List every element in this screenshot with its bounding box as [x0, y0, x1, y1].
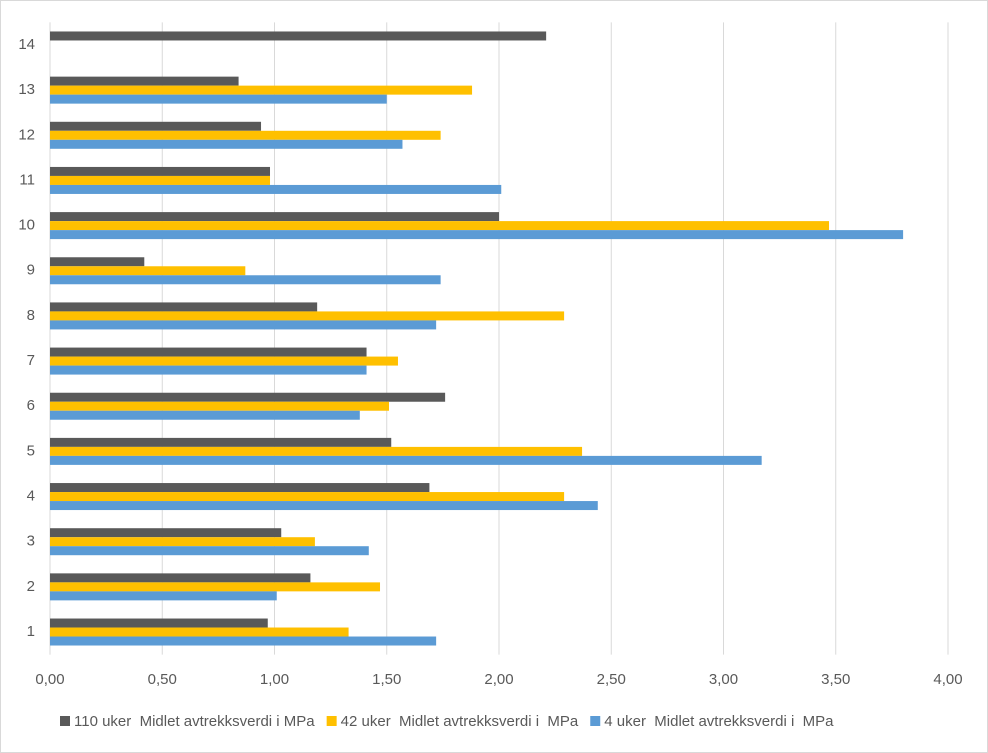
y-tick-label: 12: [18, 126, 35, 143]
bar: [50, 184, 502, 194]
x-tick-label: 2,50: [597, 671, 626, 688]
x-tick-label: 0,00: [35, 671, 64, 688]
y-tick-label: 10: [18, 217, 35, 234]
bar: [50, 582, 381, 592]
bar: [50, 492, 565, 502]
legend-swatch: [590, 716, 601, 726]
x-tick-label: 1,50: [372, 671, 401, 688]
legend-swatch: [60, 716, 70, 726]
bar: [50, 320, 437, 330]
bar: [50, 455, 762, 465]
bar: [50, 627, 349, 637]
bar: [50, 537, 315, 547]
y-tick-label: 8: [27, 307, 35, 324]
bar: [50, 437, 392, 447]
bar: [50, 130, 441, 140]
y-tick-label: 5: [27, 442, 35, 459]
y-tick-label: 7: [27, 352, 35, 369]
legend-label: 42 uker Midlet avtrekksverdi i MPa: [341, 713, 579, 730]
legend-label: 110 uker Midlet avtrekksverdi i MPa: [74, 713, 315, 730]
x-tick-label: 3,50: [821, 671, 850, 688]
bar: [50, 410, 360, 420]
bar: [50, 31, 547, 41]
bar: [50, 573, 311, 583]
y-tick-label: 14: [18, 36, 35, 53]
y-tick-label: 1: [27, 623, 35, 640]
bar: [50, 76, 239, 86]
bar: [50, 275, 441, 285]
y-tick-label: 9: [27, 262, 35, 279]
bar: [50, 221, 830, 231]
bar: [50, 501, 598, 511]
bar: [50, 257, 145, 267]
bar: [50, 618, 268, 628]
bar: [50, 166, 271, 176]
bar: [50, 230, 904, 240]
bar: [50, 591, 277, 601]
bar: [50, 483, 430, 493]
y-tick-label: 2: [27, 578, 35, 595]
y-tick-label: 13: [18, 81, 35, 98]
y-tick-label: 3: [27, 533, 35, 550]
bar: [50, 85, 473, 95]
bar: [50, 175, 271, 185]
y-tick-label: 4: [27, 488, 35, 505]
bar: [50, 347, 367, 357]
bar: [50, 311, 565, 321]
bar: [50, 356, 398, 366]
y-tick-label: 6: [27, 397, 35, 414]
bar: [50, 636, 437, 646]
x-tick-label: 4,00: [933, 671, 962, 688]
x-tick-label: 3,00: [709, 671, 738, 688]
x-tick-label: 2,00: [484, 671, 513, 688]
legend-swatch: [326, 716, 337, 726]
legend-label: 4 uker Midlet avtrekksverdi i MPa: [604, 713, 834, 730]
bar: [50, 139, 403, 149]
y-tick-label: 11: [19, 171, 35, 188]
bar: [50, 446, 583, 456]
x-tick-label: 1,00: [260, 671, 289, 688]
bar: [50, 302, 318, 312]
bar: [50, 121, 262, 131]
bar: [50, 546, 369, 556]
x-tick-label: 0,50: [148, 671, 177, 688]
bar: [50, 528, 282, 538]
bar: [50, 365, 367, 375]
bar: [50, 266, 246, 276]
bar: [50, 401, 389, 411]
bar: [50, 212, 499, 222]
bar: [50, 94, 387, 104]
bar: [50, 392, 446, 402]
